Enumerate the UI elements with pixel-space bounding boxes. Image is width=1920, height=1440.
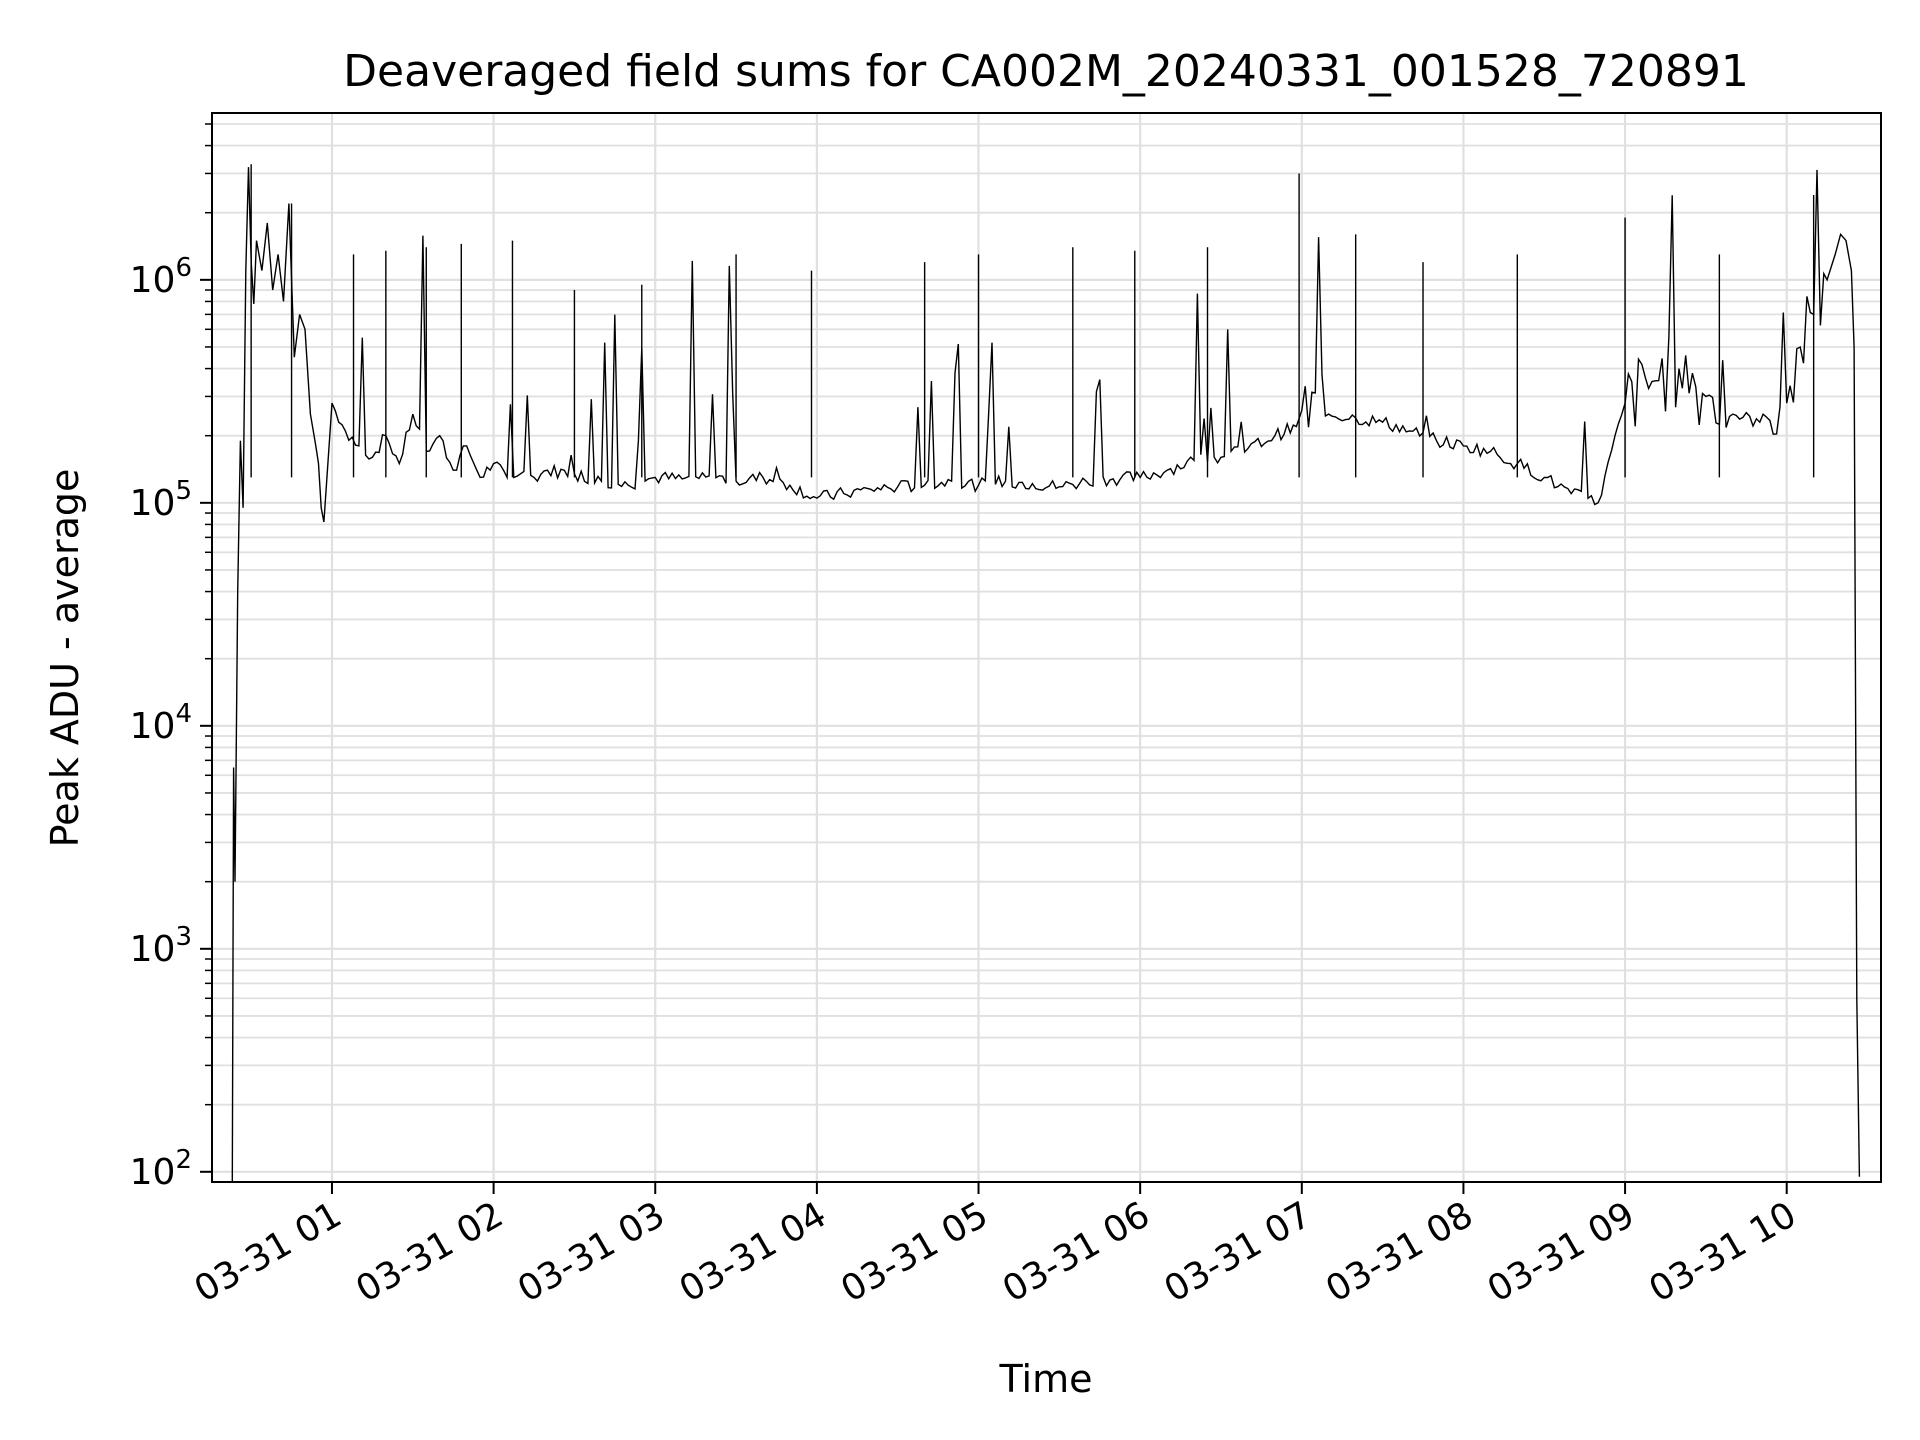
plot-area: [231, 164, 1861, 1183]
data-series-line: [231, 167, 1861, 1183]
y-tick-label: 103: [130, 922, 192, 970]
x-tick-label: 03-31 07: [1158, 1194, 1319, 1310]
y-tick-label: 102: [130, 1145, 192, 1193]
chart-title: Deaveraged field sums for CA002M_2024033…: [343, 46, 1749, 97]
y-axis-label: Peak ADU - average: [43, 469, 87, 848]
x-axis: 03-31 01 03-31 02 03-31 03 03-31 04 03-31 05…: [188, 1182, 1803, 1311]
x-tick-label: 03-31 08: [1319, 1194, 1480, 1310]
plot-frame: [211, 112, 1882, 1183]
x-tick-label: 03-31 09: [1481, 1194, 1642, 1310]
x-axis-label: Time: [999, 1357, 1093, 1401]
x-tick-label: 03-31 02: [349, 1194, 510, 1310]
x-tick-label: 03-31 10: [1643, 1194, 1804, 1310]
x-tick-label: 03-31 05: [834, 1194, 995, 1310]
y-tick-label: 106: [130, 253, 192, 301]
y-axis: 102 103 104 105 106: [130, 123, 212, 1193]
y-tick-label: 105: [130, 476, 192, 524]
x-tick-label: 03-31 04: [673, 1194, 834, 1310]
x-tick-label: 03-31 06: [996, 1194, 1157, 1310]
x-tick-label: 03-31 03: [511, 1194, 672, 1310]
y-tick-label: 104: [130, 699, 192, 747]
grid: [212, 113, 1881, 1182]
x-tick-label: 03-31 01: [188, 1194, 349, 1310]
